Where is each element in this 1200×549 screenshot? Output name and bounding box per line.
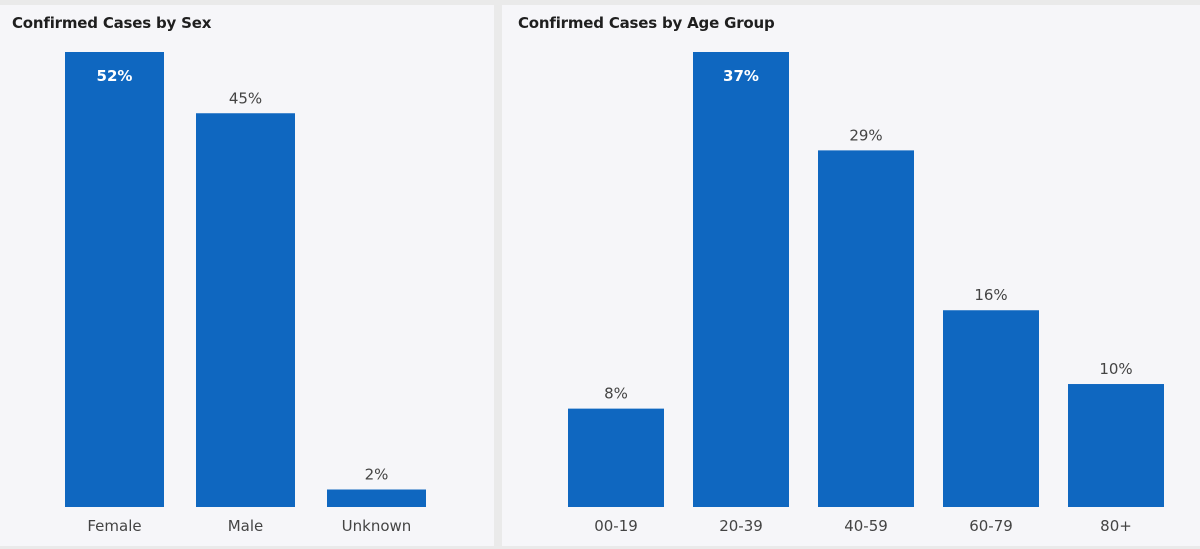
sex-chart-title: Confirmed Cases by Sex bbox=[12, 14, 212, 32]
age-value-label-40-59: 29% bbox=[849, 126, 882, 144]
age-value-label-60-79: 16% bbox=[974, 286, 1007, 304]
sex-value-label-male: 45% bbox=[229, 89, 262, 107]
age-value-label-80: 10% bbox=[1099, 360, 1132, 378]
age-category-label-20-39: 20-39 bbox=[719, 517, 763, 535]
age-category-label-40-59: 40-59 bbox=[844, 517, 888, 535]
sex-bar-female[interactable] bbox=[65, 52, 164, 507]
sex-bar-chart: 52% Female 45% Male 2% Unknown bbox=[65, 52, 426, 535]
age-value-label-00-19: 8% bbox=[604, 385, 628, 403]
sex-category-label-male: Male bbox=[228, 517, 264, 535]
age-bar-80[interactable] bbox=[1068, 384, 1164, 507]
age-category-label-00-19: 00-19 bbox=[594, 517, 638, 535]
age-bar-chart: 8% 00-19 37% 20-39 29% 40-59 16% 60-79 10% 80+ bbox=[568, 52, 1164, 535]
sex-category-label-unknown: Unknown bbox=[342, 517, 412, 535]
sex-bar-male[interactable] bbox=[196, 113, 295, 507]
age-chart-panel: Confirmed Cases by Age Group 8% 00-19 37% 2… bbox=[502, 5, 1200, 546]
sex-category-label-female: Female bbox=[87, 517, 141, 535]
age-category-label-80: 80+ bbox=[1100, 517, 1132, 535]
age-bar-40-59[interactable] bbox=[818, 150, 914, 508]
age-chart-title: Confirmed Cases by Age Group bbox=[518, 14, 775, 32]
age-value-label-20-39: 37% bbox=[723, 67, 759, 85]
age-category-label-60-79: 60-79 bbox=[969, 517, 1013, 535]
sex-value-label-unknown: 2% bbox=[365, 466, 389, 484]
sex-bar-unknown[interactable] bbox=[327, 489, 426, 508]
sex-value-label-female: 52% bbox=[97, 67, 133, 85]
age-bar-20-39[interactable] bbox=[693, 52, 789, 507]
sex-chart-panel: Confirmed Cases by Sex 52% Female 45% Male 2… bbox=[0, 5, 494, 546]
age-bar-60-79[interactable] bbox=[943, 310, 1039, 507]
age-bar-00-19[interactable] bbox=[568, 408, 664, 507]
